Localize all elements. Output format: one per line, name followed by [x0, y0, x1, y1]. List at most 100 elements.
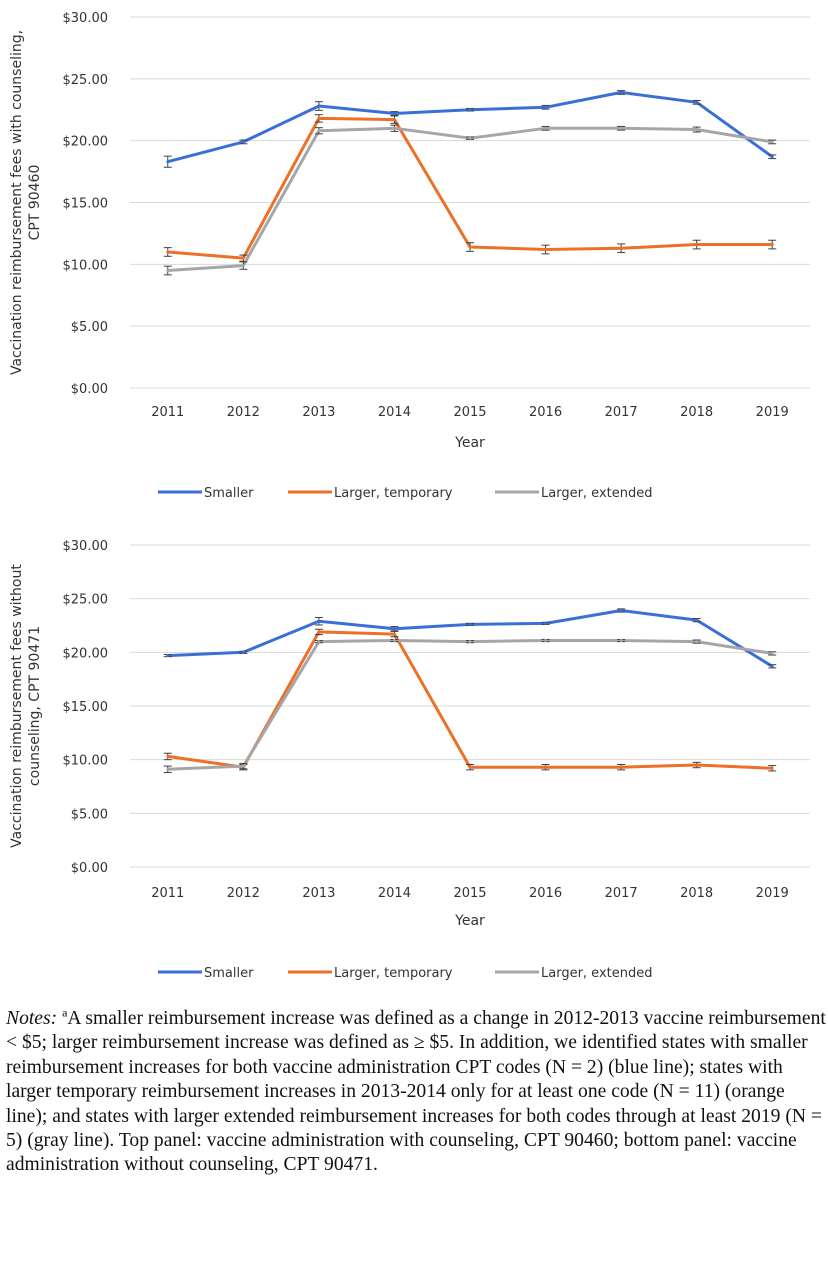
- top-data-point: [544, 247, 548, 251]
- bottom-x-tick-label: 2013: [302, 886, 335, 901]
- top-data-point: [770, 140, 774, 144]
- bottom-data-point: [317, 630, 321, 634]
- top-series-line: [167, 90, 774, 164]
- bottom-data-point: [544, 621, 548, 625]
- bottom-x-axis-title: Year: [454, 913, 485, 929]
- bottom-y-tick-label: $10.00: [63, 754, 109, 769]
- top-data-point: [166, 269, 170, 273]
- bottom-y-tick-label: $5.00: [71, 807, 108, 822]
- bottom-y-axis-title: Vaccination reimbursement fees without: [9, 564, 25, 848]
- bottom-legend-entry: Larger, extended: [495, 966, 652, 981]
- top-data-point: [392, 118, 396, 122]
- top-y-tick-label: $25.00: [63, 73, 109, 88]
- top-legend-entry: Larger, extended: [495, 486, 652, 501]
- top-data-point: [695, 100, 699, 104]
- figure-notes: Notes: aA smaller reimbursement increase…: [6, 1005, 826, 1178]
- bottom-y-tick-label: $25.00: [63, 593, 109, 608]
- top-data-point: [392, 126, 396, 130]
- top-data-point: [468, 136, 472, 140]
- bottom-data-point: [468, 640, 472, 644]
- bottom-data-point: [770, 651, 774, 655]
- bottom-x-tick-label: 2019: [756, 886, 789, 901]
- bottom-x-tick-label: 2018: [680, 886, 713, 901]
- top-x-tick-label: 2013: [302, 405, 335, 420]
- notes-label: Notes:: [6, 1008, 58, 1029]
- legend-label: Larger, temporary: [334, 486, 453, 501]
- top-data-point: [392, 111, 396, 115]
- top-data-point: [695, 128, 699, 132]
- bottom-data-point: [468, 765, 472, 769]
- legend-label: Smaller: [204, 486, 254, 501]
- bottom-series-line: [167, 639, 773, 771]
- bottom-data-point: [317, 619, 321, 623]
- top-x-tick-label: 2015: [453, 405, 486, 420]
- notes-superscript: a: [62, 1005, 68, 1020]
- top-x-tick-label: 2018: [680, 405, 713, 420]
- top-data-point: [241, 256, 245, 260]
- bottom-data-point: [392, 627, 396, 631]
- top-data-point: [241, 140, 245, 144]
- top-data-point: [695, 243, 699, 247]
- bottom-y-tick-label: $15.00: [63, 700, 109, 715]
- top-y-tick-label: $5.00: [71, 320, 108, 335]
- top-y-tick-label: $30.00: [63, 11, 109, 26]
- top-x-tick-label: 2012: [227, 405, 260, 420]
- bottom-data-point: [392, 639, 396, 643]
- bottom-panel-chart: $0.00 $5.00 $10.00 $15.00 $20.00 $25.00 $30.00…: [9, 539, 810, 981]
- legend-label: Larger, extended: [541, 486, 652, 501]
- bottom-series-line: [167, 609, 773, 668]
- top-x-tick-label: 2017: [605, 405, 638, 420]
- bottom-x-tick-label: 2017: [605, 886, 638, 901]
- bottom-data-point: [619, 608, 623, 612]
- bottom-data-point: [468, 622, 472, 626]
- top-y-tick-label: $15.00: [63, 197, 109, 212]
- top-data-point: [241, 264, 245, 268]
- top-data-point: [166, 250, 170, 254]
- top-y-tick-label: $0.00: [71, 382, 108, 397]
- bottom-data-point: [392, 632, 396, 636]
- notes-text: A smaller reimbursement increase was def…: [6, 1008, 826, 1176]
- top-x-axis-title: Year: [454, 435, 485, 451]
- bottom-data-point: [695, 640, 699, 644]
- bottom-data-point: [695, 618, 699, 622]
- bottom-y-tick-label: $30.00: [63, 539, 109, 554]
- top-panel-chart: $0.00 $5.00 $10.00 $15.00 $20.00 $25.00 $30.00…: [9, 11, 810, 501]
- legend-label: Larger, extended: [541, 966, 652, 981]
- bottom-x-tick-label: 2011: [151, 886, 184, 901]
- top-x-tick-label: 2014: [378, 405, 411, 420]
- bottom-x-tick-label: 2012: [227, 886, 260, 901]
- top-data-point: [770, 155, 774, 159]
- bottom-legend-entry: Larger, temporary: [288, 966, 453, 981]
- bottom-y-tick-label: $20.00: [63, 646, 109, 661]
- legend-label: Smaller: [204, 966, 254, 981]
- top-x-tick-label: 2019: [756, 405, 789, 420]
- top-y-axis-title: CPT 90460: [27, 165, 43, 241]
- bottom-x-tick-label: 2014: [378, 886, 411, 901]
- top-x-tick-label: 2011: [151, 405, 184, 420]
- bottom-data-point: [544, 765, 548, 769]
- bottom-x-tick-label: 2016: [529, 886, 562, 901]
- top-data-point: [619, 90, 623, 94]
- top-data-point: [770, 243, 774, 247]
- bottom-data-point: [770, 766, 774, 770]
- top-data-point: [166, 160, 170, 164]
- bottom-legend-entry: Smaller: [158, 966, 254, 981]
- bottom-data-point: [241, 650, 245, 654]
- top-y-tick-label: $10.00: [63, 258, 109, 273]
- top-data-point: [317, 129, 321, 133]
- top-legend-entry: Smaller: [158, 486, 254, 501]
- legend-label: Larger, temporary: [334, 966, 453, 981]
- top-data-point: [317, 116, 321, 120]
- bottom-data-point: [619, 765, 623, 769]
- bottom-data-point: [166, 654, 170, 658]
- bottom-data-point: [619, 639, 623, 643]
- top-data-point: [619, 246, 623, 250]
- bottom-y-tick-label: $0.00: [71, 861, 108, 876]
- bottom-data-point: [166, 767, 170, 771]
- top-data-point: [544, 105, 548, 109]
- top-data-point: [317, 104, 321, 108]
- top-data-point: [544, 126, 548, 130]
- bottom-data-point: [166, 754, 170, 758]
- bottom-data-point: [544, 639, 548, 643]
- top-data-point: [468, 245, 472, 249]
